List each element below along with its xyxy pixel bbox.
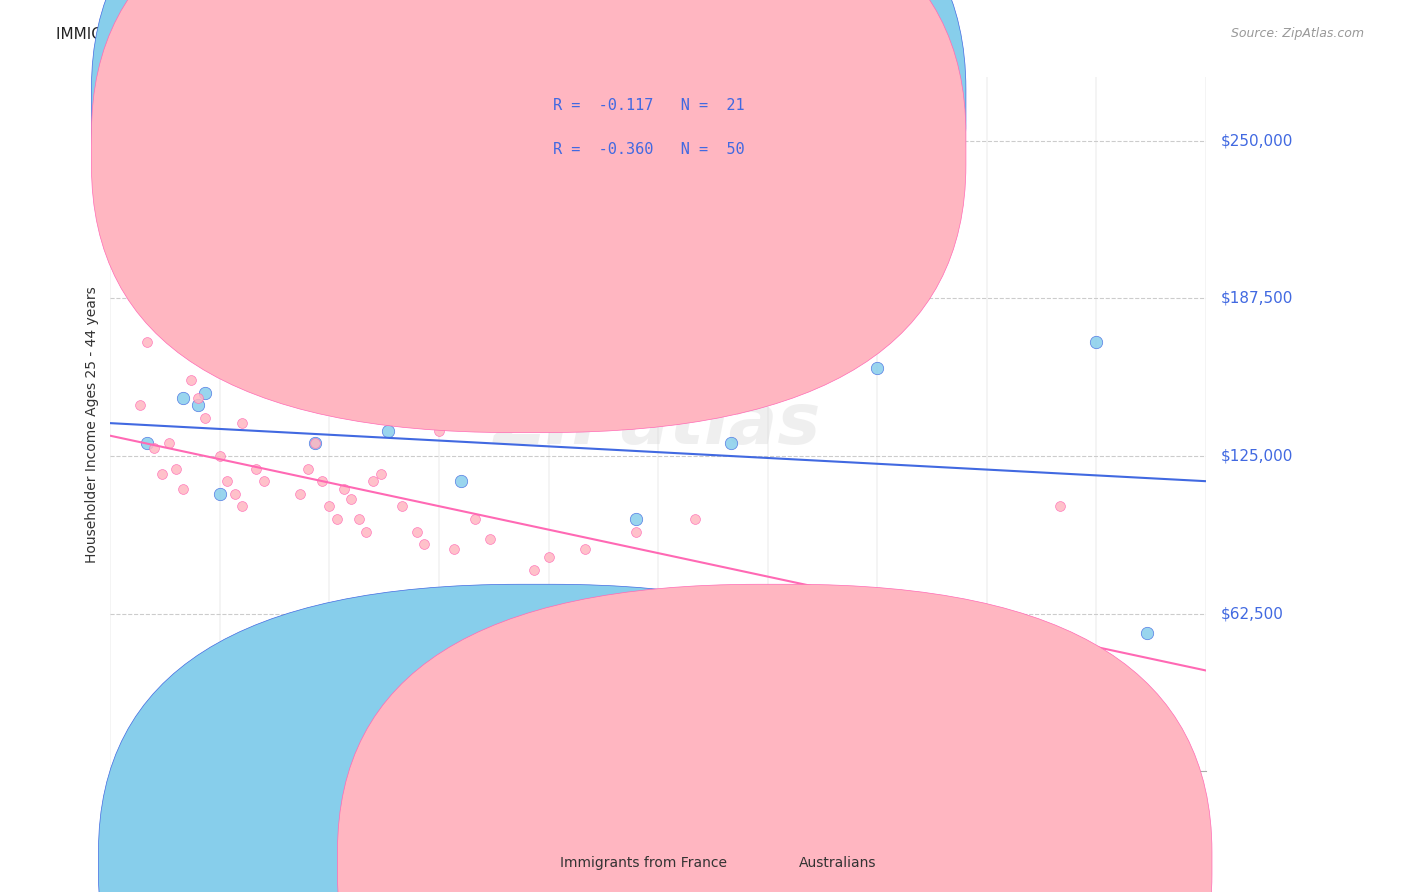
Point [720,436,742,450]
Point [201,348,224,362]
Text: $187,500: $187,500 [1220,291,1292,306]
Point [553,348,575,362]
Point [574,542,596,557]
Point [135,335,157,350]
Point [260,360,283,375]
Point [172,391,194,405]
Point [224,487,246,501]
Point [304,436,326,450]
Text: $125,000: $125,000 [1220,449,1292,464]
Point [347,512,370,526]
Point [208,449,231,463]
Point [1049,500,1071,514]
Point [354,524,377,539]
Point [290,487,312,501]
Point [333,482,356,496]
Point [267,323,290,337]
Point [377,424,399,438]
Text: IMMIGRANTS FROM FRANCE VS AUSTRALIAN HOUSEHOLDER INCOME AGES 25 - 44 YEARS CORRE: IMMIGRANTS FROM FRANCE VS AUSTRALIAN HOU… [56,27,914,42]
Point [231,416,253,430]
Point [1085,335,1108,350]
Point [479,533,502,547]
Point [172,482,194,496]
Point [501,600,523,615]
Point [304,436,326,450]
Text: ZIPatlas: ZIPatlas [495,390,821,458]
Text: R =  -0.360   N =  50: R = -0.360 N = 50 [553,143,744,157]
Point [128,399,150,413]
Point [537,549,560,564]
Text: Immigrants from France: Immigrants from France [560,856,727,871]
Point [231,500,253,514]
Point [326,512,349,526]
Point [260,297,283,311]
Point [135,436,157,450]
Point [413,537,436,551]
Point [143,442,166,456]
Point [274,391,297,405]
Point [217,474,239,488]
Point [377,348,399,362]
Point [427,424,450,438]
Point [180,373,202,387]
Point [464,512,486,526]
Y-axis label: Householder Income Ages 25 - 44 years: Householder Income Ages 25 - 44 years [86,286,100,563]
Text: $62,500: $62,500 [1220,607,1284,621]
Point [253,474,276,488]
Point [610,411,633,425]
Point [187,391,209,405]
Point [208,360,231,375]
Point [311,474,333,488]
Point [391,500,413,514]
Point [318,500,340,514]
Point [187,399,209,413]
Point [194,411,217,425]
Point [260,323,283,337]
Point [624,524,647,539]
Point [297,461,319,475]
Point [150,467,173,481]
Point [793,348,815,362]
Point [208,487,231,501]
Text: 0.0%: 0.0% [111,827,149,842]
Point [553,592,575,607]
Point [165,461,187,475]
Point [866,360,889,375]
Text: 15.0%: 15.0% [1157,827,1206,842]
Point [194,385,217,400]
Point [361,474,384,488]
Point [443,542,465,557]
Text: Australians: Australians [799,856,876,871]
Point [1136,625,1159,640]
Point [450,474,472,488]
Point [340,491,363,506]
Text: R =  -0.117   N =  21: R = -0.117 N = 21 [553,98,744,112]
Point [370,467,392,481]
Point [281,335,304,350]
Point [523,562,546,576]
Text: $250,000: $250,000 [1220,133,1292,148]
Point [830,714,852,728]
Point [683,512,706,526]
Point [245,461,267,475]
Text: Source: ZipAtlas.com: Source: ZipAtlas.com [1230,27,1364,40]
Point [501,247,523,261]
Point [624,512,647,526]
Point [406,524,429,539]
Point [157,436,180,450]
